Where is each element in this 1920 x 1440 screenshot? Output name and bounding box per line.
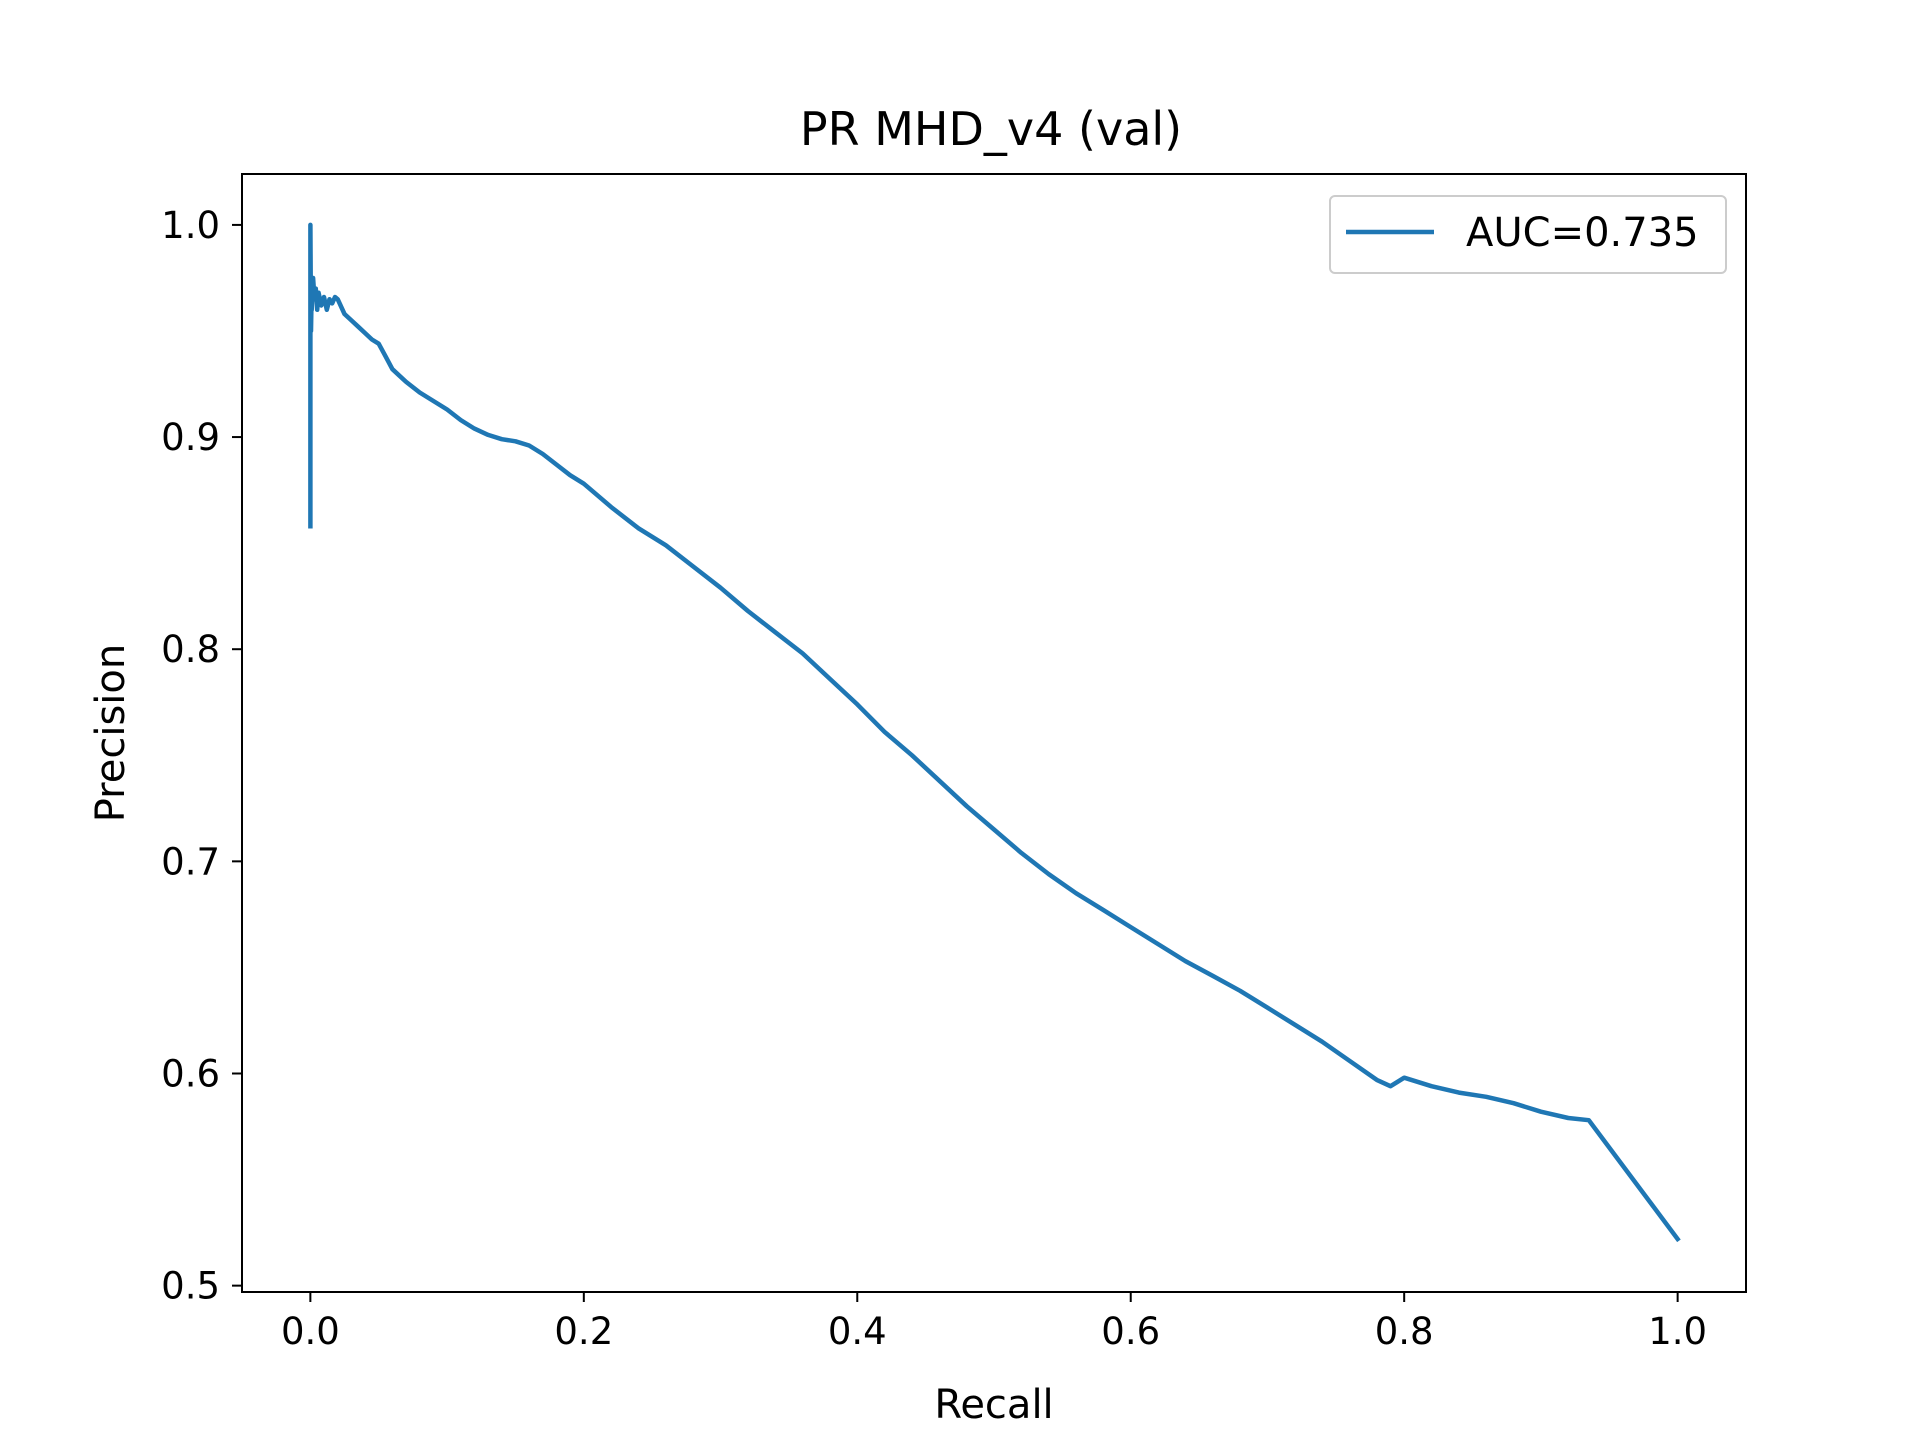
y-tick-label: 0.9	[161, 416, 220, 459]
y-axis-label: Precision	[88, 644, 134, 822]
x-tick-label: 0.0	[281, 1310, 340, 1353]
x-tick-label: 0.8	[1375, 1310, 1434, 1353]
x-tick-label: 1.0	[1648, 1310, 1707, 1353]
x-tick-label: 0.6	[1101, 1310, 1160, 1353]
y-axis-ticks: 0.5 0.6 0.7 0.8 0.9 1.0	[161, 204, 242, 1308]
y-tick-label: 1.0	[161, 204, 220, 247]
chart-title: PR MHD_v4 (val)	[800, 102, 1182, 156]
legend: AUC=0.735	[1329, 195, 1727, 274]
y-tick-label: 0.5	[161, 1265, 220, 1308]
y-tick-label: 0.7	[161, 840, 220, 883]
legend-box	[1329, 195, 1727, 274]
x-axis-ticks: 0.0 0.2 0.4 0.6 0.8 1.0	[281, 1292, 1707, 1353]
pr-curve-line	[308, 222, 1681, 1243]
y-tick-label: 0.8	[161, 628, 220, 671]
x-tick-label: 0.4	[828, 1310, 887, 1353]
plot-frame	[241, 173, 1747, 1293]
x-axis-label: Recall	[934, 1382, 1053, 1428]
x-tick-label: 0.2	[554, 1310, 613, 1353]
y-tick-label: 0.6	[161, 1052, 220, 1095]
legend-label: AUC=0.735	[1466, 210, 1699, 256]
